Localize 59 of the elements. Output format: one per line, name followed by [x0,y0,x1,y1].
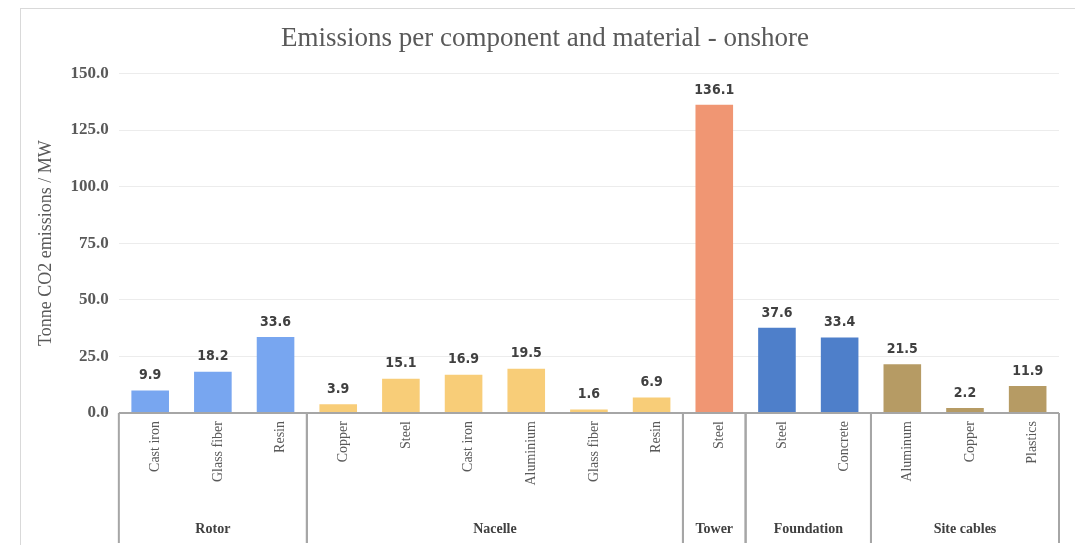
data-label: 1.6 [577,385,601,402]
x-tick-label: Cast iron [146,421,162,472]
data-label: 19.5 [510,344,542,361]
x-tick-label: Aluminum [898,420,914,482]
text: Foundation [773,520,844,536]
bar [194,371,232,413]
data-label: 136.1 [694,80,735,97]
text: Site cables [933,520,997,536]
data-label: 3.9 [327,379,350,396]
y-tick-label: 100.0 [70,175,109,195]
x-tick-label: Resin [648,421,664,453]
bar [946,408,984,413]
text: Rotor [195,520,231,536]
x-tick-label: Concrete [836,421,852,472]
y-tick-label: 125.0 [70,119,109,139]
data-label: 6.9 [640,373,663,390]
x-tick-label: Steel [773,420,789,449]
bar [382,378,420,413]
x-tick-label: Steel [397,420,413,449]
bar [319,404,358,413]
x-tick-label: Copper [961,420,977,463]
y-tick-label: 75.0 [79,232,109,252]
y-tick-label: 150.0 [70,62,109,82]
bar [883,364,922,413]
data-label: 16.9 [448,350,480,367]
bar [695,104,734,413]
chart-title: Emissions per component and material - onshore [281,22,809,53]
bar [820,337,859,413]
text: Tower [695,520,734,536]
x-tick-label: Resin [272,421,288,453]
bar [444,374,483,413]
bar [570,409,608,413]
bar [131,390,169,413]
y-tick-label: 50.0 [79,289,109,309]
data-label: 9.9 [139,366,162,383]
data-label: 2.2 [953,383,977,400]
data-label: 21.5 [886,339,918,356]
x-tick-label: Copper [334,420,350,463]
text: Nacelle [473,520,517,536]
data-label: 11.9 [1012,361,1044,378]
x-tick-label: Plastics [1024,421,1040,464]
x-tick-label: Glass fiber [585,420,601,483]
bar [758,327,796,413]
x-tick-label: Steel [710,420,726,449]
x-tick-label: Cast iron [460,421,476,472]
data-label: 33.6 [260,312,292,329]
x-tick-label: Glass fiber [209,420,225,483]
data-label: 33.4 [824,313,856,330]
y-axis-title: Tonne CO2 emissions / MW [34,140,55,347]
bar [1008,386,1047,413]
bar [632,397,671,413]
data-label: 15.1 [385,354,417,371]
data-label: 18.2 [197,347,229,364]
x-tick-label: Aluminium [522,420,538,486]
bar [507,368,546,413]
data-label: 37.6 [761,303,793,320]
y-tick-label: 25.0 [79,345,109,365]
bar [256,336,295,413]
y-tick-label: 0.0 [87,402,109,422]
